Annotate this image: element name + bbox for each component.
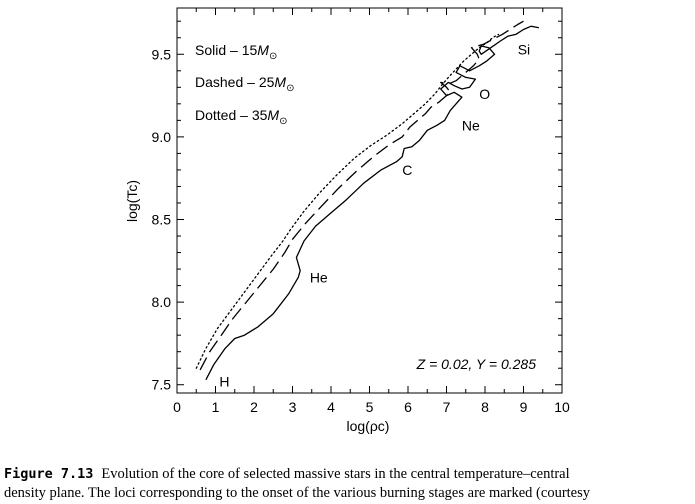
x-tick-label: 4 (327, 399, 335, 415)
figure-caption: Figure 7.13 Evolution of the core of sele… (4, 465, 692, 503)
composition-annotation: Z = 0.02, Y = 0.285 (416, 356, 537, 372)
x-tick-label: 2 (250, 399, 258, 415)
y-axis-title: log(Tc) (124, 180, 140, 222)
y-tick-label: 8.0 (152, 294, 172, 310)
legend: Solid – 15M⊙ Dashed – 25M⊙ Dotted – 35M⊙ (195, 42, 294, 127)
chart: 0 1 2 3 4 5 6 7 8 9 10 7.5 8.0 8.5 9.0 9.5 H He C Ne O Si So… (124, 7, 570, 434)
stage-label-si: Si (518, 41, 530, 57)
series-dashed (199, 20, 524, 371)
x-tick-label: 8 (481, 399, 489, 415)
x-tick-label: 7 (443, 399, 451, 415)
legend-entry-solid: Solid – 15M⊙ (195, 42, 277, 62)
y-tick-label: 8.5 (152, 212, 172, 228)
plot-frame (176, 7, 563, 394)
stage-label-ne: Ne (462, 117, 480, 133)
stage-label-he: He (310, 269, 328, 285)
legend-entry-dotted: Dotted – 35M⊙ (195, 107, 287, 127)
stage-label-h: H (219, 373, 229, 389)
series-layer (195, 20, 540, 381)
x-tick-label: 9 (520, 399, 528, 415)
x-tick-label: 5 (366, 399, 374, 415)
x-tick-label: 6 (404, 399, 412, 415)
figure-number: Figure 7.13 (4, 466, 94, 482)
caption-line-2: density plane. The loci corresponding to… (4, 485, 591, 501)
series-dotted (195, 33, 500, 369)
stage-label-c: C (402, 162, 412, 178)
axis-ticks: 0 1 2 3 4 5 6 7 8 9 10 7.5 8.0 8.5 9.0 9.5 (152, 8, 570, 415)
stage-labels: H He C Ne O Si (219, 41, 530, 389)
x-axis-title: log(ρc) (347, 418, 390, 434)
y-tick-label: 9.0 (152, 129, 172, 145)
y-tick-label: 9.5 (152, 46, 172, 62)
stage-label-o: O (479, 86, 490, 102)
x-tick-label: 10 (554, 399, 570, 415)
legend-entry-dashed: Dashed – 25M⊙ (195, 74, 294, 94)
y-tick-label: 7.5 (152, 377, 172, 393)
x-tick-label: 0 (173, 399, 181, 415)
x-tick-label: 1 (212, 399, 220, 415)
caption-line-1: Evolution of the core of selected massiv… (101, 466, 570, 482)
x-tick-label: 3 (289, 399, 297, 415)
